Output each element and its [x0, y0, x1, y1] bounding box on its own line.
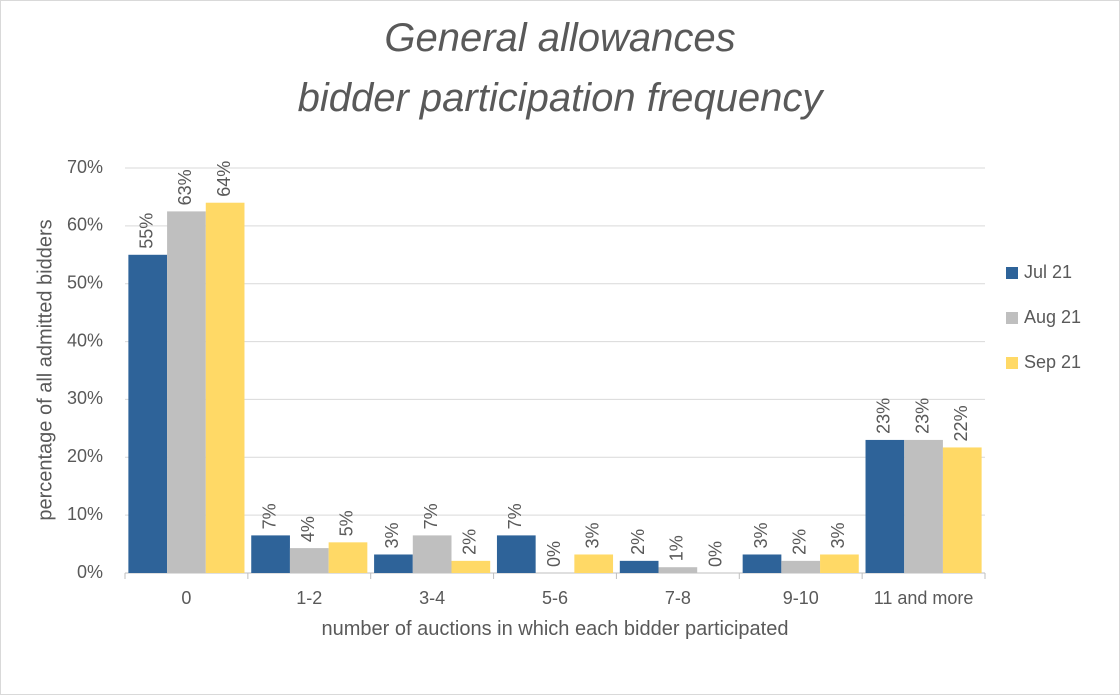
bar	[167, 211, 206, 573]
bar	[128, 254, 168, 574]
x-tick-label: 1-2	[296, 588, 323, 608]
y-tick-label: 20%	[67, 446, 103, 466]
data-label: 23%	[912, 398, 932, 434]
bar	[289, 548, 329, 573]
bar	[658, 567, 698, 573]
data-label: 7%	[421, 503, 441, 529]
legend-swatch	[1006, 312, 1018, 324]
x-tick-label: 7-8	[664, 588, 691, 608]
data-label: 64%	[214, 161, 234, 197]
data-label: 63%	[175, 169, 195, 205]
bar	[451, 560, 491, 573]
x-axis-title: number of auctions in which each bidder …	[321, 618, 789, 640]
x-tick-label: 5-6	[541, 588, 568, 608]
y-axis-title: percentage of all admitted bidders	[34, 219, 56, 520]
data-label: 2%	[460, 529, 480, 555]
bar	[942, 447, 982, 573]
legend-label: Sep 21	[1024, 352, 1081, 372]
legend-swatch	[1006, 357, 1018, 369]
bar	[328, 542, 368, 573]
legend-label: Aug 21	[1024, 307, 1081, 327]
data-label: 2%	[628, 529, 648, 555]
bar	[496, 535, 536, 573]
y-tick-label: 50%	[67, 272, 103, 292]
data-label: 55%	[136, 213, 156, 249]
y-tick-label: 60%	[67, 215, 103, 235]
bar	[374, 554, 413, 573]
data-label: 0%	[705, 541, 725, 567]
legend-swatch	[1006, 267, 1018, 279]
data-label: 23%	[874, 398, 894, 434]
bar	[412, 535, 452, 573]
bar	[251, 535, 290, 573]
data-label: 5%	[337, 510, 357, 536]
data-label: 3%	[751, 522, 771, 548]
x-tick-label: 11 and more	[873, 588, 974, 608]
data-label: 2%	[789, 529, 809, 555]
data-label: 7%	[259, 503, 279, 529]
y-tick-label: 70%	[67, 157, 103, 177]
y-tick-label: 10%	[67, 504, 103, 524]
bar	[781, 560, 821, 573]
bar	[619, 560, 659, 573]
chart-title: General allowances bidder participation …	[297, 16, 823, 120]
legend-label: Jul 21	[1024, 262, 1072, 282]
y-tick-label: 30%	[67, 388, 103, 408]
bar	[904, 439, 943, 573]
bar	[865, 439, 905, 573]
y-tick-label: 40%	[67, 330, 103, 350]
data-label: 3%	[582, 522, 602, 548]
data-label: 4%	[298, 516, 318, 542]
data-label: 0%	[544, 541, 564, 567]
bar	[574, 554, 614, 573]
data-label: 3%	[828, 522, 848, 548]
bar	[742, 554, 782, 573]
y-tick-label: 0%	[77, 562, 103, 582]
data-label: 7%	[505, 503, 525, 529]
data-label: 3%	[382, 522, 402, 548]
data-label: 1%	[667, 535, 687, 561]
data-label: 22%	[951, 405, 971, 441]
x-tick-label: 3-4	[419, 588, 446, 608]
bar	[820, 554, 859, 573]
x-tick-label: 9-10	[782, 588, 819, 608]
x-tick-label: 0	[181, 588, 192, 608]
bar	[205, 202, 245, 573]
